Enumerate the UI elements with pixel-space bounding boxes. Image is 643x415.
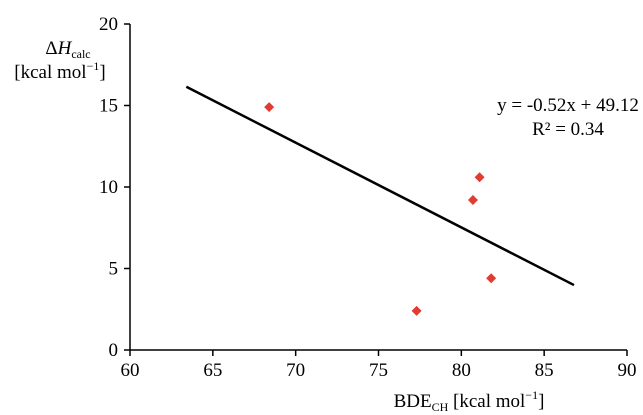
y-axis-title-sub: calc <box>71 47 90 61</box>
y-axis-title-prefix: Δ <box>45 38 57 59</box>
x-tick-label: 75 <box>369 360 388 381</box>
x-tick-label: 70 <box>286 360 305 381</box>
y-tick-label: 5 <box>109 259 119 280</box>
r-squared-label: R² = 0.34 <box>532 119 604 140</box>
x-axis-title-sup: −1 <box>525 388 538 402</box>
y-axis-title-close: ] <box>99 62 105 83</box>
data-point <box>474 172 485 183</box>
y-tick-label: 20 <box>99 14 118 35</box>
y-axis-title-line1: ΔHcalc <box>45 38 90 61</box>
axes <box>129 24 627 351</box>
x-tick-label: 80 <box>452 360 471 381</box>
y-tick-label: 15 <box>99 96 118 117</box>
x-axis-title-unit: [kcal mol <box>448 391 525 412</box>
x-tick-label: 85 <box>535 360 554 381</box>
x-tick-label: 60 <box>121 360 140 381</box>
x-tick-label: 65 <box>203 360 222 381</box>
trendline-group <box>185 85 575 287</box>
y-axis-title-unit: [kcal mol <box>14 62 86 83</box>
data-point <box>264 102 275 113</box>
y-tick-label: 10 <box>99 177 118 198</box>
x-axis-title-sub: CH <box>432 400 449 414</box>
data-point <box>411 305 422 316</box>
data-points <box>264 102 497 316</box>
data-point <box>486 273 497 284</box>
tick-labels: 60 65 70 75 80 85 90 0 5 10 15 20 <box>99 14 637 381</box>
x-axis-title: BDECH [kcal mol−1] <box>394 388 545 414</box>
y-tick-label: 0 <box>109 340 119 361</box>
trendline-equation: y = -0.52x + 49.12 <box>497 95 639 116</box>
x-axis-title-main: BDE <box>394 391 432 412</box>
y-axis-title-line2: [kcal mol−1] <box>14 59 105 83</box>
data-point <box>467 195 478 206</box>
tick-marks <box>124 23 628 356</box>
trendline <box>185 85 575 287</box>
x-tick-label: 90 <box>618 360 637 381</box>
x-axis-title-close: ] <box>538 391 544 412</box>
y-axis-title-main: H <box>57 38 73 59</box>
y-axis-title-sup: −1 <box>87 59 100 73</box>
